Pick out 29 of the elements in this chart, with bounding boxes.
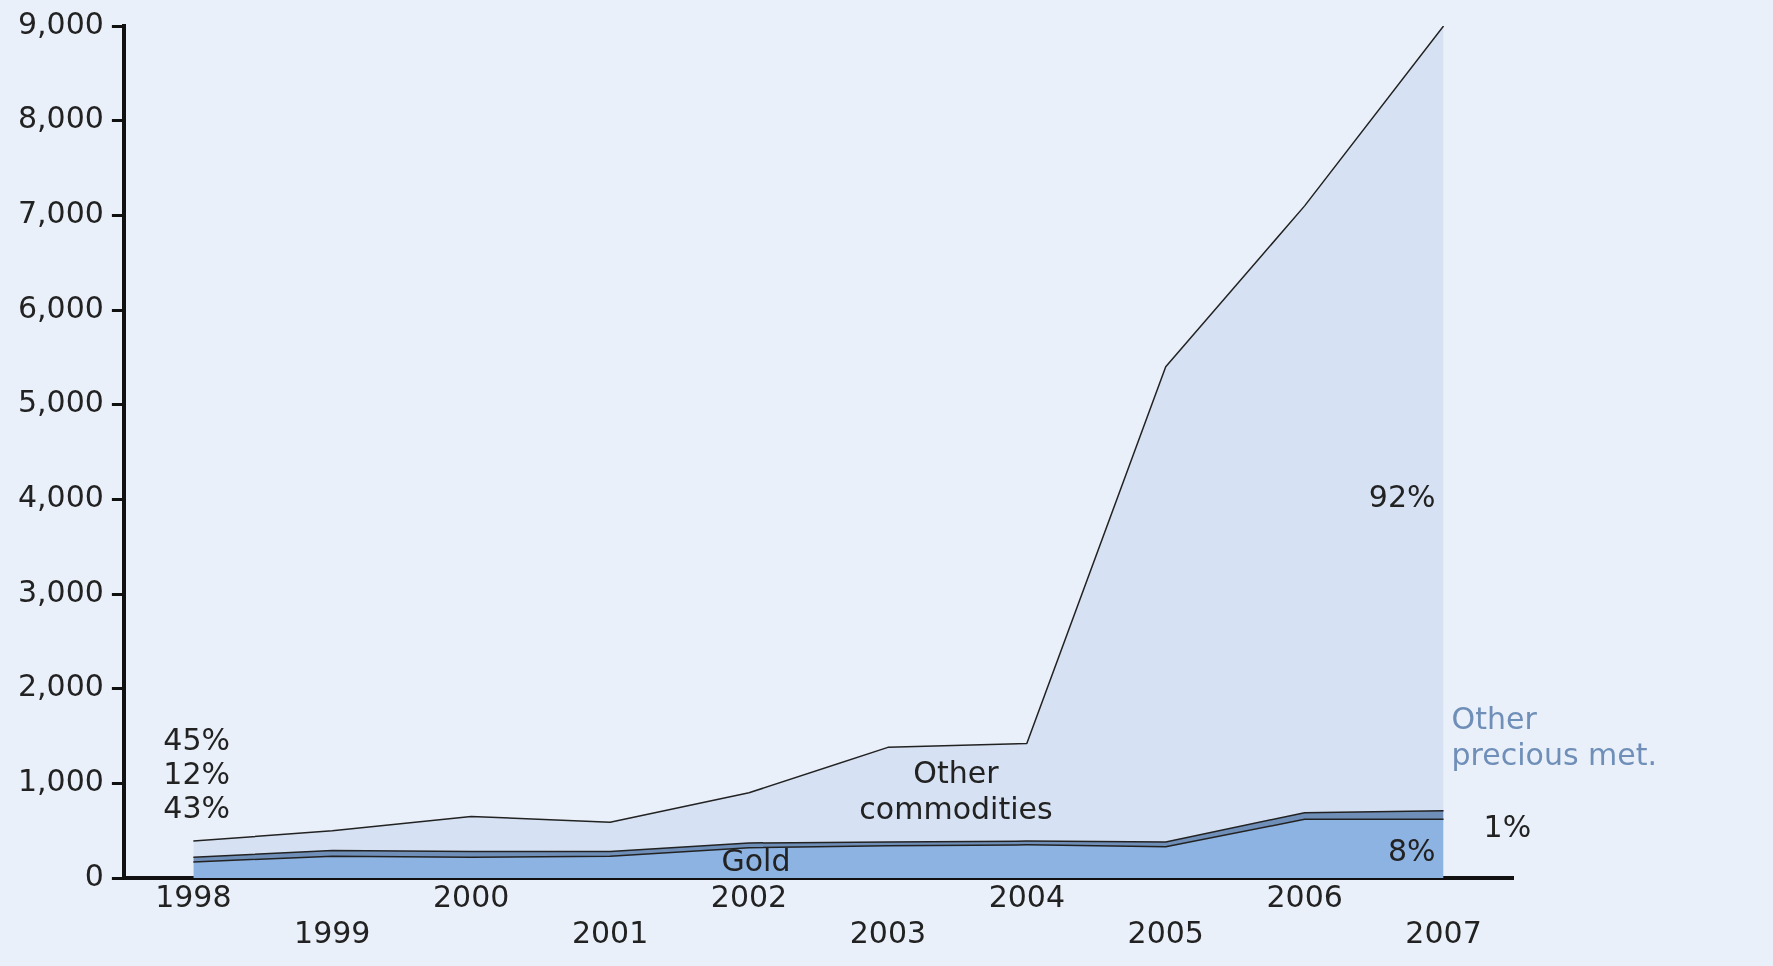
x-tick-label: 2000 [432, 878, 510, 914]
series-label: Other commodities [859, 755, 1053, 827]
annotation: 45% [163, 721, 231, 757]
annotation: 1% [1483, 809, 1532, 845]
x-tick-label: 2006 [1266, 878, 1343, 914]
x-tick-label: 2007 [1405, 914, 1482, 950]
y-tick-label: 3,000 [17, 573, 104, 609]
y-tick-label: 4,000 [17, 479, 104, 515]
y-tick-label: 0 [84, 857, 104, 893]
annotation: 12% [163, 755, 231, 791]
annotation: 43% [163, 789, 231, 825]
y-tick-label: 8,000 [17, 100, 104, 136]
series-label: Gold [721, 842, 791, 878]
x-tick-label: 2002 [710, 878, 788, 914]
y-tick-label: 7,000 [17, 195, 104, 231]
annotation: 92% [1368, 479, 1436, 515]
x-tick-label: 2004 [988, 878, 1065, 914]
series-label: Other precious met. [1451, 700, 1658, 772]
y-tick-label: 9,000 [17, 5, 104, 41]
y-tick-label: 6,000 [17, 289, 104, 325]
y-tick-label: 2,000 [17, 668, 104, 704]
y-tick-label: 5,000 [17, 384, 104, 420]
x-tick-label: 2001 [571, 914, 649, 950]
y-tick-label: 1,000 [17, 763, 104, 799]
x-tick-label: 1998 [155, 878, 232, 914]
x-tick-label: 2005 [1127, 914, 1204, 950]
x-tick-label: 1999 [294, 914, 371, 950]
annotation: 8% [1387, 833, 1436, 869]
x-tick-label: 2003 [849, 914, 927, 950]
